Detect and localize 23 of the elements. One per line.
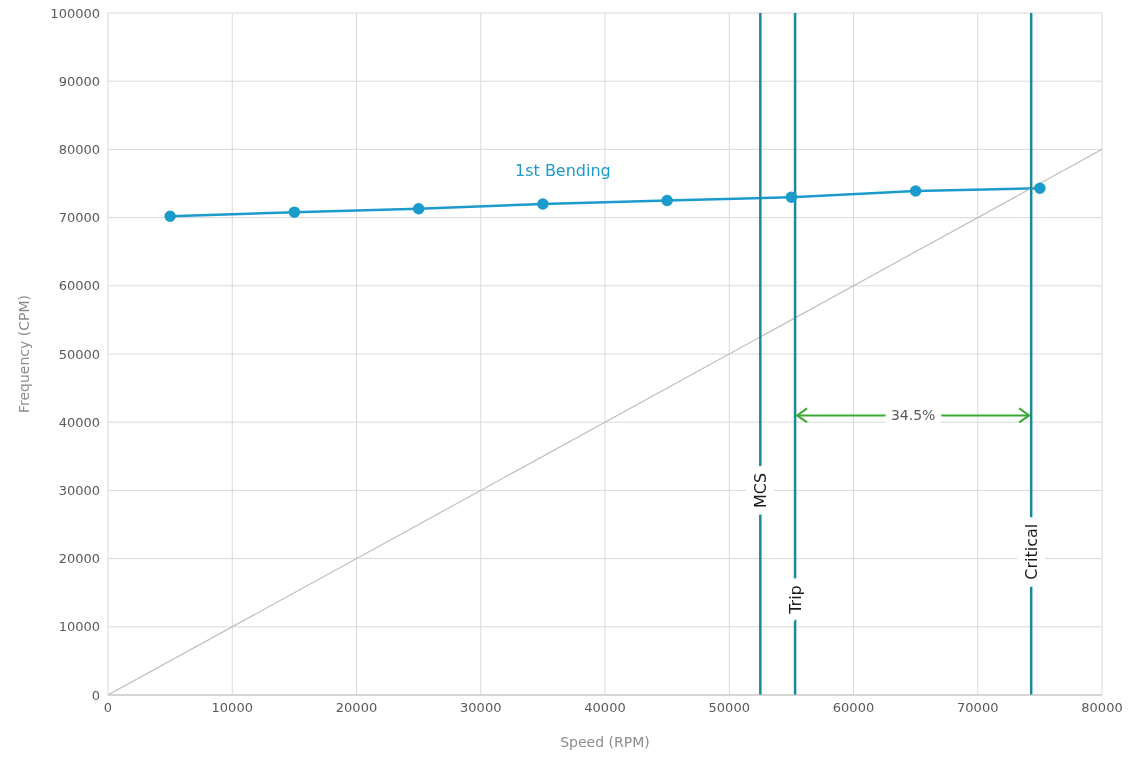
y-tick-label: 70000 [58,210,100,226]
y-tick-label: 50000 [58,346,100,362]
x-tick-label: 70000 [957,700,999,716]
series-label: 1st Bending [515,160,611,180]
y-tick-label: 20000 [58,551,100,567]
y-tick-label: 60000 [58,278,100,294]
y-axis-title: Frequency (CPM) [15,295,32,413]
x-tick-label: 20000 [335,700,378,716]
y-tick-label: 80000 [58,142,100,158]
x-tick-label: 50000 [708,700,750,716]
y-tick-label: 0 [91,687,100,703]
y-tick-label: 10000 [58,619,100,635]
x-tick-label: 0 [103,700,113,716]
y-tick-label: 40000 [58,414,100,430]
x-tick-label: 60000 [832,700,875,716]
x-tick-label: 40000 [584,700,626,716]
x-tick-label: 30000 [460,700,502,716]
x-axis-title: Speed (RPM) [560,734,650,750]
x-tick-label: 80000 [1081,700,1123,716]
y-tick-label: 100000 [50,5,100,21]
x-tick-label: 10000 [211,700,253,716]
y-tick-label: 30000 [58,483,100,499]
y-tick-label: 90000 [58,73,100,89]
